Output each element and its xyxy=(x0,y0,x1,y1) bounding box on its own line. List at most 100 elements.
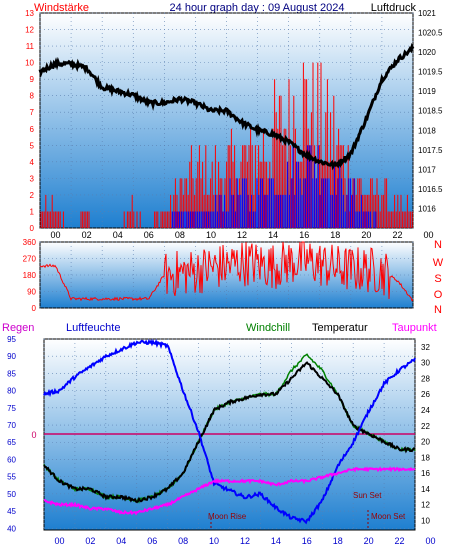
humidity-axis: 95 90 85 80 75 70 65 60 55 50 45 40 xyxy=(7,335,16,533)
time-axis: 00 02 04 06 08 10 12 14 16 18 20 22 00 xyxy=(54,536,435,546)
time-tick-label: 00 xyxy=(54,536,64,546)
pressure-tick-label: 1016 xyxy=(418,204,436,213)
dewpoint-line xyxy=(43,466,416,516)
humidity-tick-label: 50 xyxy=(7,490,16,499)
humidity-tick-label: 40 xyxy=(7,524,16,533)
direction-tick-label: 360 xyxy=(23,238,37,247)
direction-tick-label: 270 xyxy=(23,255,37,264)
humidity-tick-label: 75 xyxy=(7,404,16,413)
time-tick-label: 00 xyxy=(51,230,61,240)
wind-tick-label: 3 xyxy=(30,174,35,183)
compass-label: S xyxy=(434,273,441,285)
time-tick-label: 00 xyxy=(425,536,435,546)
pressure-tick-label: 1018 xyxy=(418,126,436,135)
wind-tick-label: 4 xyxy=(30,158,35,167)
time-tick-label: 08 xyxy=(178,536,188,546)
humidity-tick-label: 45 xyxy=(7,507,16,516)
time-tick-label: 08 xyxy=(175,230,185,240)
compass-label: W xyxy=(433,257,444,269)
wind-tick-label: 6 xyxy=(30,125,35,134)
humidity-tick-label: 55 xyxy=(7,473,16,482)
time-tick-label: 18 xyxy=(330,230,340,240)
sun-set-label: Sun Set xyxy=(353,491,382,500)
legend-temperature: Temperatur xyxy=(312,322,368,334)
humidity-line xyxy=(43,338,416,525)
moon-rise-label: Moon Rise xyxy=(208,512,247,521)
compass-label: O xyxy=(434,289,443,301)
temperature-tick-label: 28 xyxy=(421,374,430,383)
humidity-tick-label: 95 xyxy=(7,335,16,344)
time-tick-label: 16 xyxy=(302,536,312,546)
direction-tick-label: 90 xyxy=(27,288,36,297)
temperature-tick-label: 26 xyxy=(421,390,430,399)
pressure-tick-label: 1017.5 xyxy=(418,146,443,155)
temperature-tick-label: 32 xyxy=(421,343,430,352)
pressure-tick-label: 1016.5 xyxy=(418,185,443,194)
time-tick-label: 06 xyxy=(144,230,154,240)
time-tick-label: 10 xyxy=(209,536,219,546)
wind-tick-label: 9 xyxy=(30,75,35,84)
time-tick-label: 04 xyxy=(116,536,126,546)
wind-direction-line xyxy=(39,241,414,302)
wind-tick-label: 0 xyxy=(30,224,35,233)
wind-axis-title: Windstärke xyxy=(34,2,89,14)
temperature-line xyxy=(43,361,416,504)
humidity-tick-label: 60 xyxy=(7,455,16,464)
wind-tick-label: 2 xyxy=(30,191,35,200)
pressure-tick-label: 1018.5 xyxy=(418,107,443,116)
humidity-tick-label: 90 xyxy=(7,352,16,361)
wind-tick-label: 1 xyxy=(30,207,35,216)
temperature-tick-label: 14 xyxy=(421,485,430,494)
time-tick-label: 12 xyxy=(240,536,250,546)
humidity-tick-label: 70 xyxy=(7,421,16,430)
time-tick-label: 02 xyxy=(85,536,95,546)
temperature-tick-label: 30 xyxy=(421,359,430,368)
temperature-tick-label: 10 xyxy=(421,517,430,526)
temperature-humidity-panel: 95 90 85 80 75 70 65 60 55 50 45 40 32 30 28 26 24 22 20 1… xyxy=(7,335,435,546)
wind-tick-label: 12 xyxy=(25,26,34,35)
gust-bars xyxy=(171,145,377,228)
pressure-tick-label: 1020.5 xyxy=(418,29,443,38)
legend-rain: Regen xyxy=(2,322,34,334)
temperature-tick-label: 12 xyxy=(421,501,430,510)
pressure-tick-label: 1017 xyxy=(418,165,436,174)
pressure-tick-label: 1019.5 xyxy=(418,68,443,77)
temperature-tick-label: 20 xyxy=(421,438,430,447)
time-tick-label: 20 xyxy=(364,536,374,546)
moon-set-label: Moon Set xyxy=(371,512,406,521)
pressure-axis: 1021 1020.5 1020 1019.5 1019 1018.5 1018 1017.5… xyxy=(418,9,443,213)
time-tick-label: 00 xyxy=(424,230,434,240)
legend-windchill: Windchill xyxy=(246,322,290,334)
temperature-tick-label: 24 xyxy=(421,406,430,415)
time-tick-label: 22 xyxy=(395,536,405,546)
time-tick-label: 22 xyxy=(392,230,402,240)
compass-label: N xyxy=(434,239,442,251)
humidity-tick-label: 80 xyxy=(7,387,16,396)
time-tick-label: 06 xyxy=(147,536,157,546)
pressure-axis-title: Luftdruck xyxy=(371,2,417,14)
wind-tick-label: 13 xyxy=(25,9,34,18)
legend-dewpoint: Taupunkt xyxy=(392,322,437,334)
temperature-tick-label: 18 xyxy=(421,453,430,462)
pressure-tick-label: 1019 xyxy=(418,87,436,96)
time-tick-label: 10 xyxy=(206,230,216,240)
wind-tick-label: 5 xyxy=(30,141,35,150)
wind-tick-label: 8 xyxy=(30,92,35,101)
wind-tick-label: 11 xyxy=(26,42,35,51)
humidity-tick-label: 85 xyxy=(7,369,16,378)
time-tick-label: 14 xyxy=(268,230,278,240)
time-axis: 00 02 04 06 08 10 12 14 16 18 20 22 00 xyxy=(51,230,434,240)
wind-gust-bars xyxy=(171,145,377,228)
pressure-tick-label: 1020 xyxy=(418,48,436,57)
pressure-tick-label: 1021 xyxy=(418,9,436,18)
direction-tick-label: 180 xyxy=(23,271,37,280)
time-tick-label: 20 xyxy=(361,230,371,240)
humidity-tick-label: 65 xyxy=(7,438,16,447)
rain-zero-label: 0 xyxy=(31,430,36,440)
time-tick-label: 04 xyxy=(113,230,123,240)
